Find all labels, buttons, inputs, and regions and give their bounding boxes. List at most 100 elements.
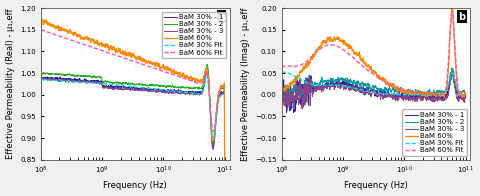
- BaM 30% - 2: [122, 82, 128, 84]
- BaM 30% - 3: [216, 95, 222, 98]
- BaM 30% Fit: [38, 78, 44, 81]
- BaM 30% - 2: [457, 92, 463, 94]
- Legend: BaM 30% - 1, BaM 30% - 2, BaM 30% - 3, BaM 60%, BaM 30% Fit, BaM 60% Fit: BaM 30% - 1, BaM 30% - 2, BaM 30% - 3, B…: [402, 110, 467, 156]
- BaM 30% - 1: [463, 95, 468, 97]
- Line: BaM 30% - 1: BaM 30% - 1: [41, 68, 225, 196]
- BaM 30% - 3: [457, 96, 463, 98]
- Line: BaM 30% Fit: BaM 30% Fit: [282, 72, 466, 95]
- BaM 60%: [122, 51, 128, 53]
- BaM 30% - 1: [183, 91, 189, 93]
- BaM 60%: [216, 89, 222, 92]
- BaM 30% - 1: [279, 98, 285, 101]
- BaM 60%: [216, 90, 222, 93]
- BaM 60% Fit: [216, 91, 222, 93]
- Line: BaM 60%: BaM 60%: [41, 19, 225, 196]
- BaM 30% - 2: [47, 73, 53, 75]
- BaM 30% Fit: [280, 71, 286, 73]
- Line: BaM 30% - 1: BaM 30% - 1: [282, 72, 466, 113]
- BaM 60%: [279, 91, 285, 94]
- X-axis label: Frequency (Hz): Frequency (Hz): [344, 181, 408, 191]
- BaM 30% - 3: [204, 68, 210, 70]
- BaM 30% - 1: [216, 93, 222, 96]
- BaM 30% - 1: [47, 78, 53, 80]
- BaM 30% Fit: [204, 74, 210, 76]
- BaM 30% - 2: [449, 67, 455, 69]
- BaM 60%: [363, 62, 369, 65]
- BaM 30% - 1: [122, 86, 128, 89]
- BaM 60% Fit: [122, 57, 128, 60]
- BaM 30% - 2: [457, 91, 463, 93]
- BaM 60%: [48, 23, 53, 25]
- Text: b: b: [458, 12, 466, 22]
- BaM 30% - 3: [424, 98, 430, 100]
- BaM 30% - 3: [368, 93, 374, 96]
- BaM 60% Fit: [457, 93, 463, 95]
- BaM 30% Fit: [216, 97, 222, 99]
- BaM 60% Fit: [279, 66, 285, 68]
- BaM 60% Fit: [449, 11, 455, 14]
- X-axis label: Frequency (Hz): Frequency (Hz): [103, 181, 167, 191]
- BaM 30% Fit: [279, 71, 285, 73]
- BaM 30% Fit: [210, 138, 216, 140]
- BaM 30% - 2: [279, 95, 285, 98]
- BaM 30% - 3: [363, 90, 369, 93]
- BaM 30% Fit: [216, 97, 222, 99]
- BaM 60%: [442, 96, 447, 99]
- BaM 30% Fit: [457, 93, 463, 95]
- BaM 60% Fit: [368, 72, 374, 74]
- Line: BaM 30% - 2: BaM 30% - 2: [282, 68, 466, 97]
- Line: BaM 30% - 2: BaM 30% - 2: [41, 64, 225, 196]
- Line: BaM 30% Fit: BaM 30% Fit: [41, 75, 225, 139]
- BaM 30% - 1: [291, 112, 297, 114]
- Line: BaM 60% Fit: BaM 60% Fit: [282, 12, 466, 95]
- BaM 60% Fit: [127, 59, 133, 61]
- BaM 30% Fit: [127, 85, 133, 88]
- BaM 30% - 2: [288, 89, 294, 92]
- BaM 60% Fit: [216, 91, 222, 93]
- BaM 30% Fit: [457, 93, 463, 95]
- BaM 30% - 2: [368, 89, 374, 91]
- BaM 30% Fit: [463, 93, 468, 96]
- BaM 60% Fit: [222, 85, 228, 87]
- BaM 60% Fit: [463, 93, 468, 96]
- BaM 30% - 1: [204, 67, 210, 69]
- BaM 30% - 2: [127, 83, 133, 85]
- BaM 30% - 2: [216, 90, 222, 92]
- BaM 60%: [183, 76, 189, 79]
- BaM 30% - 3: [288, 96, 294, 98]
- BaM 30% - 1: [363, 88, 369, 91]
- BaM 60%: [449, 6, 455, 8]
- BaM 30% - 1: [127, 88, 133, 90]
- Line: BaM 60%: BaM 60%: [282, 7, 466, 97]
- BaM 30% Fit: [288, 73, 294, 75]
- BaM 60% Fit: [288, 65, 294, 67]
- BaM 30% - 3: [183, 93, 189, 95]
- BaM 30% - 2: [216, 90, 222, 93]
- Legend: BaM 30% - 1, BaM 30% - 2, BaM 30% - 3, BaM 60%, BaM 30% Fit, BaM 60% Fit: BaM 30% - 1, BaM 30% - 2, BaM 30% - 3, B…: [162, 12, 226, 58]
- Line: BaM 30% - 3: BaM 30% - 3: [41, 69, 225, 196]
- BaM 30% - 1: [457, 96, 463, 99]
- BaM 30% - 3: [449, 70, 455, 73]
- BaM 30% - 2: [204, 63, 210, 65]
- Line: BaM 30% - 3: BaM 30% - 3: [282, 72, 466, 109]
- BaM 60%: [463, 92, 468, 95]
- BaM 60%: [40, 18, 46, 21]
- BaM 30% - 3: [127, 89, 133, 91]
- BaM 30% Fit: [47, 79, 53, 81]
- BaM 30% - 3: [457, 96, 463, 99]
- BaM 60% Fit: [457, 93, 463, 95]
- BaM 30% - 1: [457, 96, 463, 98]
- BaM 30% - 1: [288, 108, 294, 110]
- BaM 30% - 2: [280, 96, 286, 99]
- BaM 30% Fit: [222, 93, 228, 95]
- BaM 60%: [127, 52, 133, 54]
- BaM 30% - 3: [279, 100, 285, 103]
- Text: a: a: [218, 12, 225, 22]
- BaM 30% - 3: [122, 86, 128, 89]
- BaM 30% - 1: [450, 71, 456, 73]
- BaM 30% - 2: [363, 85, 369, 87]
- BaM 60% Fit: [183, 78, 189, 80]
- BaM 60% Fit: [47, 32, 53, 34]
- BaM 60%: [457, 94, 463, 96]
- BaM 30% Fit: [368, 91, 374, 93]
